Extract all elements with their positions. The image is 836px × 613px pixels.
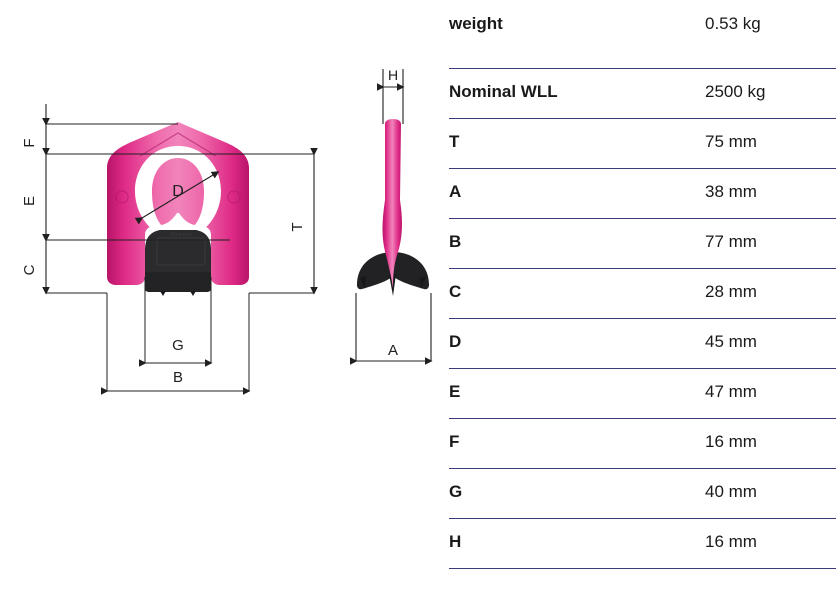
svg-text:Pb insert: Pb insert xyxy=(171,232,191,238)
svg-text:E: E xyxy=(21,196,38,206)
svg-text:F: F xyxy=(21,138,38,147)
svg-text:H: H xyxy=(388,67,398,83)
svg-text:C: C xyxy=(21,264,38,275)
svg-text:D: D xyxy=(172,183,184,200)
svg-text:T: T xyxy=(289,222,306,231)
svg-text:B: B xyxy=(173,369,183,386)
svg-text:G: G xyxy=(172,337,184,354)
svg-text:A: A xyxy=(388,342,398,359)
